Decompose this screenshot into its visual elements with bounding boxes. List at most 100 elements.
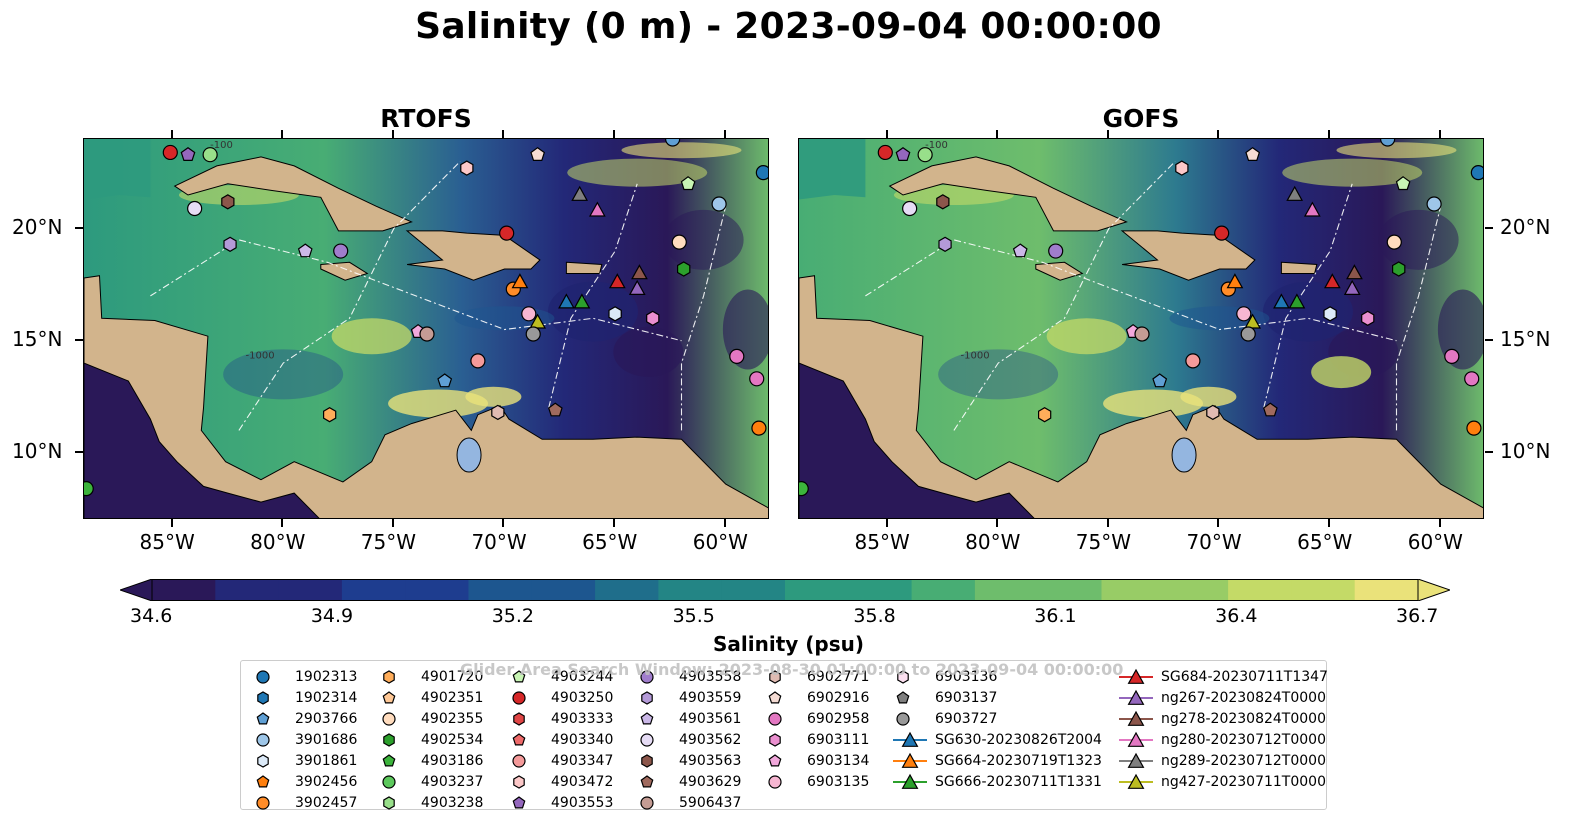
marker-6902958[interactable] (1444, 348, 1460, 364)
marker-4902355[interactable] (671, 234, 687, 250)
marker-6903111[interactable] (1361, 310, 1375, 326)
marker-4903558[interactable] (333, 243, 349, 259)
marker-ng280[interactable] (588, 201, 606, 217)
legend-triangle[interactable] (1127, 731, 1145, 747)
legend-triangle[interactable] (1127, 689, 1145, 705)
legend-shape[interactable] (768, 753, 782, 766)
marker-6902771[interactable] (491, 404, 505, 421)
legend-triangle[interactable] (901, 752, 919, 768)
legend-triangle[interactable] (901, 731, 919, 747)
marker-4903250[interactable] (162, 144, 178, 161)
marker-4902355[interactable] (1386, 234, 1402, 250)
legend-shape[interactable] (512, 753, 526, 768)
legend-shape[interactable] (383, 795, 395, 810)
marker-4903562[interactable] (902, 200, 918, 217)
legend-shape[interactable] (768, 774, 782, 789)
marker-4903333[interactable] (499, 225, 515, 241)
marker-SG684[interactable] (1323, 273, 1341, 289)
marker-4903333[interactable] (1214, 225, 1230, 241)
marker-4903559[interactable] (938, 236, 952, 252)
legend-triangle[interactable] (901, 773, 919, 789)
marker-4903553[interactable] (180, 146, 196, 161)
marker-4903562[interactable] (187, 200, 203, 217)
marker-2903766b[interactable] (1152, 373, 1168, 388)
marker-6902958b[interactable] (749, 371, 765, 387)
legend-triangle[interactable] (1127, 773, 1145, 789)
marker-1902313[interactable] (755, 165, 769, 181)
marker-6902916[interactable] (530, 146, 546, 161)
legend-shape[interactable] (257, 753, 269, 768)
marker-4903186[interactable] (799, 481, 809, 497)
marker-3901686[interactable] (711, 196, 727, 212)
marker-5906437[interactable] (1134, 326, 1150, 342)
marker-1902313[interactable] (1470, 165, 1484, 181)
marker-ng267[interactable] (571, 185, 589, 201)
legend-shape[interactable] (640, 669, 654, 684)
legend-triangle[interactable] (1127, 710, 1145, 726)
marker-SG664[interactable] (1226, 273, 1244, 289)
legend-shape[interactable] (512, 690, 526, 705)
legend-shape[interactable] (641, 690, 653, 705)
marker-3902456[interactable] (1466, 420, 1482, 436)
marker-4903629[interactable] (1262, 402, 1278, 417)
legend-shape[interactable] (896, 690, 910, 703)
marker-ng267b[interactable] (1343, 279, 1361, 295)
marker-6902958[interactable] (729, 348, 745, 364)
legend-shape[interactable] (382, 711, 396, 726)
marker-ng267b[interactable] (628, 279, 646, 295)
map-panel-rtofs[interactable]: -1000 -100 (83, 138, 769, 519)
marker-4903238[interactable] (917, 147, 933, 163)
marker-SG664[interactable] (511, 273, 529, 289)
marker-ng267[interactable] (1286, 185, 1304, 201)
legend-triangle[interactable] (1127, 752, 1145, 768)
marker-SG666[interactable] (1288, 293, 1306, 309)
marker-4903347[interactable] (1185, 353, 1201, 369)
legend-shape[interactable] (513, 774, 525, 789)
marker-SG630[interactable] (558, 293, 575, 309)
marker-4903250[interactable] (877, 144, 893, 161)
legend-shape[interactable] (256, 795, 270, 810)
marker-6903135[interactable] (1236, 306, 1252, 322)
marker-6902916[interactable] (1245, 146, 1261, 161)
legend-shape[interactable] (256, 774, 270, 787)
marker-2903766[interactable] (1380, 139, 1396, 147)
legend-shape[interactable] (513, 711, 525, 726)
marker-4903347[interactable] (470, 353, 486, 369)
marker-4903561[interactable] (297, 243, 313, 258)
marker-4903559[interactable] (223, 236, 237, 252)
marker-4902916[interactable] (1175, 160, 1189, 176)
legend-shape[interactable] (257, 690, 269, 705)
legend-shape[interactable] (382, 753, 396, 766)
map-panel-gofs[interactable]: -1000 -100 (798, 138, 1484, 519)
marker-4903244[interactable] (680, 176, 696, 191)
marker-4903553[interactable] (895, 146, 911, 161)
legend-shape[interactable] (640, 732, 654, 747)
marker-3901861[interactable] (1323, 306, 1337, 322)
legend-shape[interactable] (256, 711, 270, 724)
marker-4903558[interactable] (1048, 243, 1064, 259)
marker-6903727[interactable] (1240, 326, 1256, 342)
marker-2903766b[interactable] (437, 373, 453, 388)
legend-shape[interactable] (640, 774, 654, 787)
marker-ng278[interactable] (1346, 264, 1363, 280)
legend-shape[interactable] (768, 690, 782, 703)
marker-6902771[interactable] (1206, 404, 1220, 421)
marker-5906437[interactable] (419, 326, 435, 342)
legend-shape[interactable] (768, 711, 782, 726)
marker-4902534[interactable] (676, 261, 691, 277)
marker-6903135[interactable] (521, 306, 537, 322)
legend-shape[interactable] (512, 669, 526, 682)
marker-SG666[interactable] (573, 293, 591, 309)
legend-shape[interactable] (383, 732, 395, 747)
marker-2903766[interactable] (665, 139, 681, 147)
marker-4903629[interactable] (547, 402, 563, 417)
marker-3902456[interactable] (751, 420, 767, 436)
marker-4902916[interactable] (460, 160, 474, 176)
marker-4903563[interactable] (221, 194, 235, 210)
marker-SG630[interactable] (1273, 293, 1290, 309)
marker-3901686[interactable] (1426, 196, 1442, 212)
marker-4901720[interactable] (1038, 407, 1052, 423)
marker-4901720[interactable] (323, 407, 337, 423)
marker-4903244[interactable] (1395, 176, 1411, 191)
legend-shape[interactable] (640, 795, 654, 810)
